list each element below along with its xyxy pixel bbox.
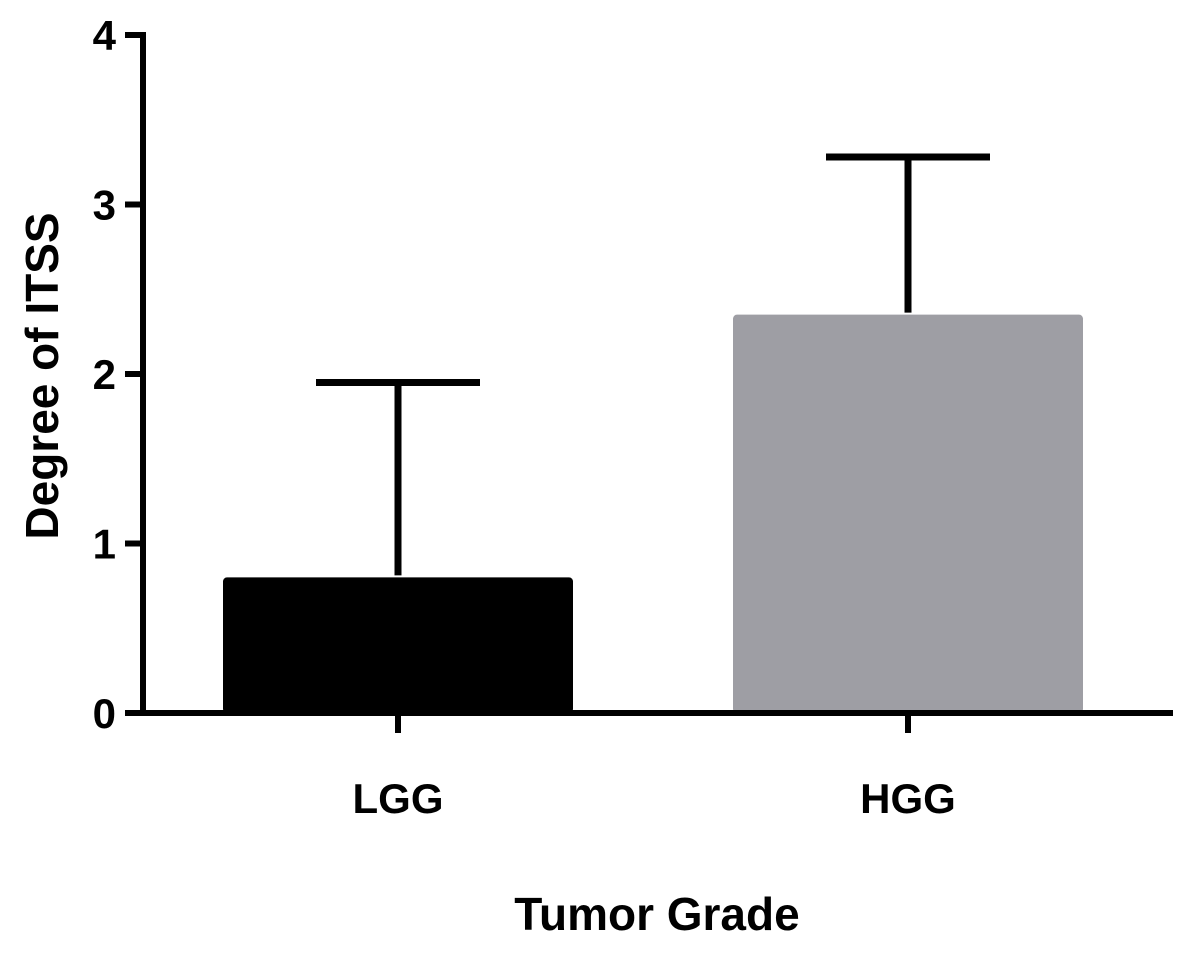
x-axis-title: Tumor Grade — [514, 888, 799, 940]
y-axis-title: Degree of ITSS — [16, 212, 68, 539]
x-ticks: LGG HGG — [353, 713, 956, 822]
y-tick-label: 2 — [93, 351, 116, 398]
bar-lgg — [223, 577, 573, 713]
y-tick-label: 0 — [93, 690, 116, 737]
error-bars — [316, 153, 990, 576]
y-tick-label: 1 — [93, 521, 116, 568]
error-bar-lgg — [316, 378, 480, 576]
y-tick-label: 3 — [93, 182, 116, 229]
x-tick-label-lgg: LGG — [353, 775, 444, 822]
error-bar-hgg — [826, 153, 990, 313]
y-tick-label: 4 — [93, 12, 117, 59]
bars — [223, 314, 1083, 713]
bar-hgg — [733, 314, 1083, 713]
x-tick-label-hgg: HGG — [860, 775, 956, 822]
y-ticks: 0 1 2 3 4 — [93, 12, 143, 737]
